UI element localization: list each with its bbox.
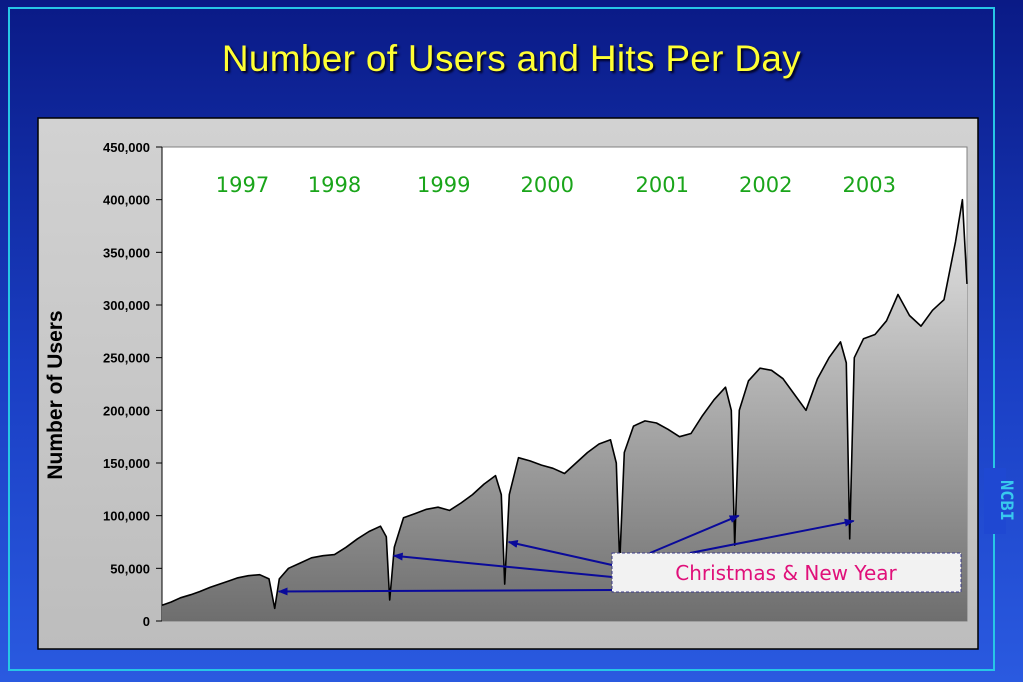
annotation-arrow	[277, 587, 613, 596]
year-label: 1999	[417, 173, 470, 197]
series-fill	[162, 199, 967, 621]
y-tick-label: 150,000	[103, 456, 150, 471]
slide-frame	[8, 7, 995, 671]
year-label: 1997	[216, 173, 269, 197]
y-tick-label: 50,000	[110, 561, 150, 576]
series-area	[161, 198, 968, 621]
y-tick-label: 250,000	[103, 351, 150, 366]
y-axis: 0 50,000 100,000 150,000 200,000 250,000 300,0…	[103, 140, 163, 629]
side-label-background	[984, 468, 1006, 534]
y-tick-label: 300,000	[103, 298, 150, 313]
y-tick-label: 100,000	[103, 509, 150, 524]
annotation-arrow	[649, 514, 740, 554]
annotation-box	[611, 552, 962, 593]
y-tick-label: 0	[143, 614, 150, 629]
y-tick-label: 450,000	[103, 140, 150, 155]
year-labels: 1997 1998 1999 2000 2001 2002 2003	[216, 173, 896, 197]
side-label: NCBI	[996, 479, 1016, 521]
year-label: 1998	[308, 173, 361, 197]
series-line	[161, 198, 968, 610]
y-tick-label: 350,000	[103, 245, 150, 260]
y-tick-label: 400,000	[103, 193, 150, 208]
y-tick-label: 200,000	[103, 403, 150, 418]
year-label: 2000	[521, 173, 574, 197]
annotation-arrow	[507, 540, 613, 566]
y-axis-label: Number of Users	[44, 310, 67, 479]
year-label: 2001	[636, 173, 689, 197]
year-label: 2002	[739, 173, 792, 197]
annotation-arrow	[689, 518, 855, 554]
slide-title: Number of Users and Hits Per Day	[221, 38, 802, 79]
annotation-text: Christmas & New Year	[675, 561, 897, 585]
year-label: 2003	[843, 173, 896, 197]
annotation-arrow	[392, 552, 613, 578]
